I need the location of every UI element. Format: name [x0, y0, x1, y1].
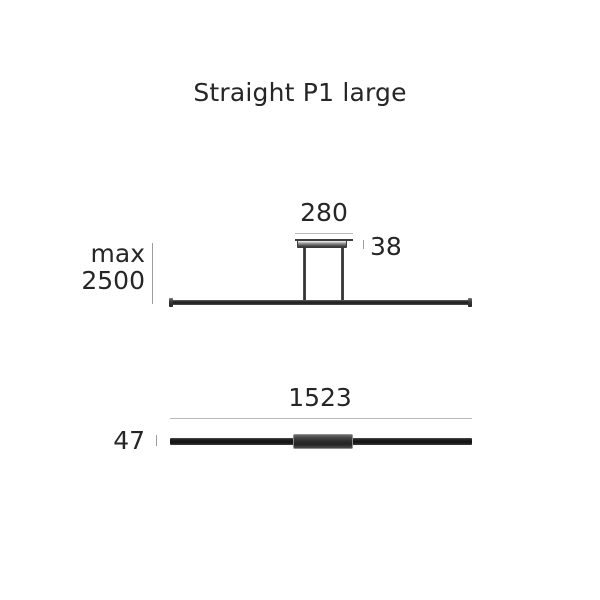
luminaire-bar-end-cap-right [468, 298, 472, 307]
tick-canopy-height [363, 240, 364, 249]
dimension-suspension-max-label-line2: 2500 [81, 266, 145, 295]
suspension-rod-left [303, 248, 306, 303]
dimension-overall-length-label: 1523 [288, 383, 352, 412]
tick-bar-depth [156, 435, 157, 446]
dimension-line-canopy-width [295, 233, 353, 234]
dimension-line-suspension-max [152, 243, 153, 304]
canopy-plate [297, 240, 347, 248]
dimension-bar-depth-label: 47 [113, 426, 145, 455]
dimension-line-overall-length [170, 418, 472, 419]
dimension-canopy-width-label: 280 [300, 198, 348, 227]
driver-housing-plan [293, 434, 353, 449]
page-title: Straight P1 large [193, 78, 407, 107]
suspension-rod-right [341, 248, 344, 303]
canopy-plate-rim [295, 239, 353, 241]
luminaire-bar-elevation [170, 300, 471, 305]
dimension-suspension-max-label-line1: max [90, 239, 145, 268]
dimension-canopy-height-label: 38 [370, 232, 402, 261]
luminaire-bar-end-cap-left [169, 298, 173, 307]
